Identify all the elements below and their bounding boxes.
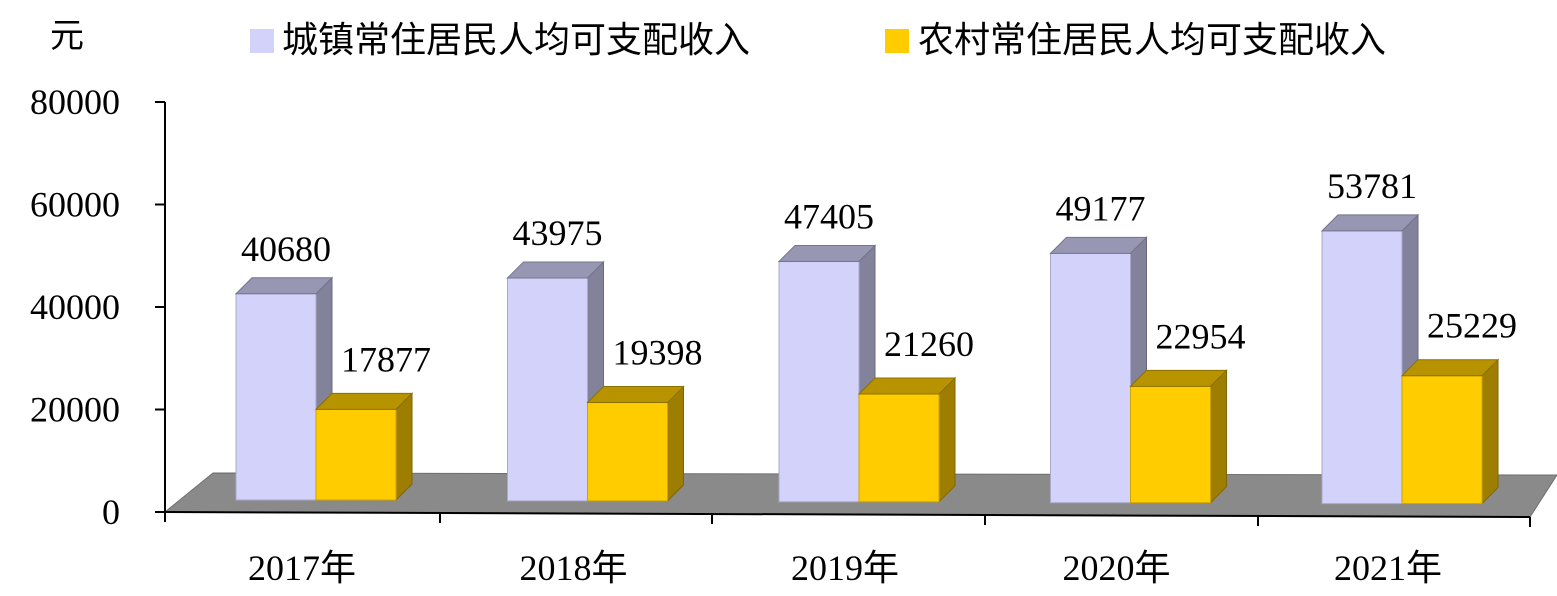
value-label-urban: 47405: [784, 196, 874, 236]
bar-rural-2020-side: [1210, 369, 1227, 504]
x-category-label: 2020年: [1062, 548, 1170, 588]
bar-rural-2018-side: [667, 385, 684, 503]
value-label-urban: 53781: [1327, 166, 1417, 206]
bar-urban-2021-top: [1320, 214, 1420, 232]
value-label-urban: 43975: [513, 213, 603, 253]
y-tick-label: 0: [102, 492, 120, 532]
y-unit-label: 元: [50, 18, 84, 55]
value-label-rural: 17877: [341, 339, 431, 379]
bar-urban-2020-top: [1049, 236, 1148, 254]
legend: 城镇常住居民人均可支配收入 农村常住居民人均可支配收入: [250, 20, 1386, 60]
y-tick-label: 60000: [30, 185, 120, 225]
bar-urban-2017-front: [235, 293, 317, 501]
bar-urban-2021-front: [1321, 230, 1403, 505]
value-label-rural: 21260: [884, 324, 974, 364]
bar-rural-2017-front: [315, 408, 397, 501]
bar-rural-2017-top: [314, 392, 414, 410]
x-category-labels: 2017年 2018年 2019年 2020年 2021年: [248, 548, 1442, 588]
x-category-label: 2017年: [248, 548, 356, 588]
legend-label-urban: 城镇常住居民人均可支配收入: [282, 20, 750, 60]
y-ticks: 0 20000 40000 60000 80000: [30, 82, 1531, 532]
legend-label-rural: 农村常住居民人均可支配收入: [918, 20, 1386, 60]
bar-rural-2020-front: [1130, 385, 1211, 504]
bar-rural-2019-top: [857, 377, 957, 395]
bar-urban-2018-top: [506, 261, 605, 279]
bar-rural-2017: [314, 392, 414, 502]
legend-swatch-rural: [885, 29, 909, 53]
bar-rural-2021-top: [1400, 359, 1500, 377]
bar-urban-2017-top: [234, 277, 334, 295]
value-label-rural: 25229: [1427, 306, 1517, 346]
x-category-label: 2021年: [1334, 548, 1442, 588]
y-tick-label: 40000: [30, 287, 120, 327]
value-label-rural: 22954: [1156, 316, 1246, 356]
x-category-label: 2019年: [791, 548, 899, 588]
bar-urban-2019-top: [777, 244, 877, 262]
value-label-urban: 49177: [1056, 188, 1146, 228]
bar-rural-2018: [586, 385, 685, 503]
y-tick-label: 80000: [30, 82, 120, 122]
bar-rural-2019-side: [938, 376, 956, 504]
value-label-rural: 19398: [613, 333, 703, 373]
bar-urban-2019: [777, 244, 877, 504]
bar-rural-2021: [1400, 358, 1500, 505]
bars: [234, 213, 1500, 505]
bar-urban-2019-front: [778, 260, 860, 503]
bar-rural-2021-front: [1401, 375, 1483, 505]
bar-rural-2018-top: [586, 386, 685, 404]
bar-urban-2018-front: [507, 277, 588, 502]
data-labels: 40680 17877 43975 19398 47405 21260 49177 22954…: [241, 166, 1517, 379]
value-label-urban: 40680: [241, 229, 331, 269]
bar-rural-2019-front: [858, 393, 940, 503]
bar-rural-2019: [857, 376, 957, 504]
bar-rural-2020: [1129, 369, 1228, 504]
x-category-label: 2018年: [519, 548, 627, 588]
bar-urban-2020-front: [1050, 252, 1131, 504]
y-tick-label: 20000: [30, 390, 120, 430]
bar-rural-2021-side: [1481, 358, 1499, 505]
x-axis: [164, 511, 1531, 518]
bar-rural-2020-top: [1129, 369, 1228, 387]
bar-rural-2018-front: [587, 402, 668, 502]
bar-rural-2017-side: [395, 392, 413, 502]
legend-swatch-urban: [250, 29, 274, 53]
